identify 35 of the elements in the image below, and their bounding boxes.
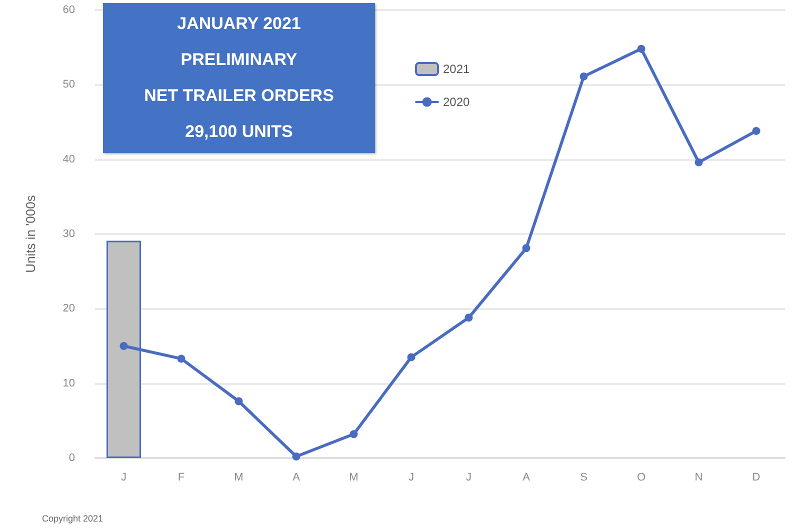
point bbox=[637, 44, 646, 53]
point bbox=[120, 342, 128, 350]
text: Copyright 2021 bbox=[42, 514, 104, 524]
x-tick-label: J bbox=[121, 472, 126, 484]
x-tick-label: M bbox=[349, 472, 358, 484]
y-tick-label: 50 bbox=[62, 78, 75, 91]
x-tick-label: A bbox=[292, 472, 301, 484]
point bbox=[464, 314, 473, 322]
legend-label: 2021 bbox=[443, 62, 470, 76]
x-tick-label: M bbox=[234, 472, 244, 484]
point bbox=[407, 353, 416, 362]
x-tick-label: F bbox=[178, 472, 185, 484]
y-tick-label: 60 bbox=[62, 4, 75, 16]
y-tick-label: 40 bbox=[62, 153, 75, 166]
point bbox=[522, 244, 530, 252]
x-tick-label: O bbox=[636, 472, 646, 484]
point bbox=[177, 354, 186, 363]
point bbox=[580, 72, 588, 80]
x-tick-label: A bbox=[522, 472, 531, 484]
x-tick-label: D bbox=[752, 472, 760, 484]
x-tick-label: J bbox=[466, 472, 472, 484]
y-tick-label: 0 bbox=[68, 452, 75, 464]
point bbox=[292, 452, 300, 461]
x-tick-label: N bbox=[694, 472, 703, 484]
y-tick-label: 10 bbox=[62, 377, 75, 390]
legend-label: 2020 bbox=[443, 95, 470, 109]
point bbox=[694, 158, 703, 166]
point bbox=[752, 126, 760, 135]
y-tick-label: 20 bbox=[62, 302, 75, 315]
point bbox=[234, 397, 243, 406]
point bbox=[350, 430, 358, 438]
x-tick-label: S bbox=[580, 472, 588, 484]
y-tick-label: 30 bbox=[62, 228, 75, 240]
y-axis-title: Units in '000s bbox=[23, 194, 38, 273]
x-tick-label: J bbox=[408, 472, 414, 484]
